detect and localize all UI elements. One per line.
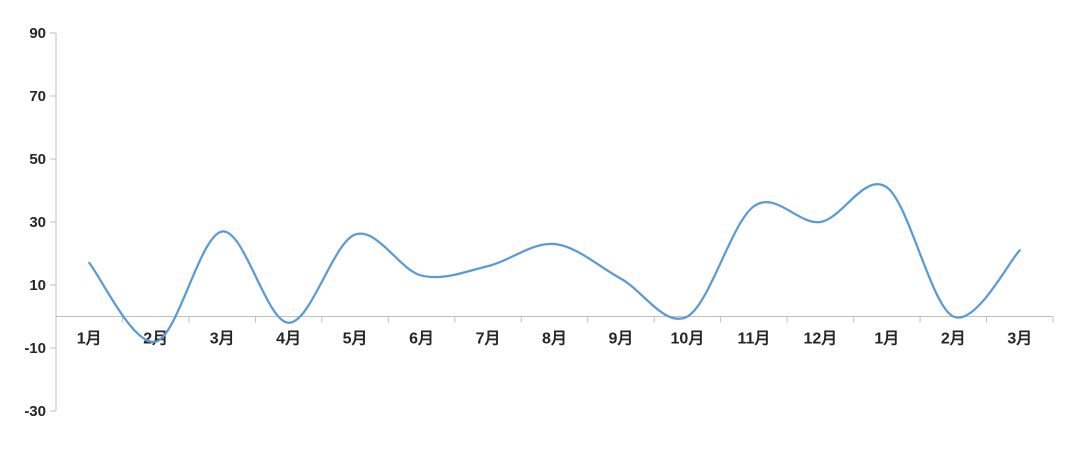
x-axis-tick-label: 1月 xyxy=(77,330,102,348)
y-axis-tick-label: 50 xyxy=(29,151,46,168)
x-axis-tick-label: 8月 xyxy=(542,330,567,348)
y-axis-tick-label: -30 xyxy=(24,403,46,420)
x-axis-tick-label: 12月 xyxy=(803,330,837,348)
x-axis-tick-label: 2月 xyxy=(941,330,966,348)
x-axis-tick-label: 7月 xyxy=(476,330,501,348)
x-axis-tick-label: 1月 xyxy=(874,330,899,348)
y-axis-tick-label: 70 xyxy=(29,88,46,105)
x-axis-tick-label: 3月 xyxy=(210,330,235,348)
x-axis-tick-label: 6月 xyxy=(409,330,434,348)
x-axis-tick-label: 4月 xyxy=(276,330,301,348)
y-axis-tick-label: 30 xyxy=(29,214,46,231)
y-axis-tick-label: 90 xyxy=(29,25,46,42)
x-axis-tick-label: 10月 xyxy=(671,330,705,348)
series-line xyxy=(88,183,1021,343)
x-axis-tick-label: 5月 xyxy=(343,330,368,348)
x-axis-tick-label: 9月 xyxy=(609,330,634,348)
x-axis-tick-label: 3月 xyxy=(1007,330,1032,348)
y-axis-tick-label: -10 xyxy=(24,340,46,357)
x-axis-tick-label: 2月 xyxy=(143,330,168,348)
x-axis-tick-label: 11月 xyxy=(737,330,770,348)
y-axis-tick-label: 10 xyxy=(29,277,46,294)
